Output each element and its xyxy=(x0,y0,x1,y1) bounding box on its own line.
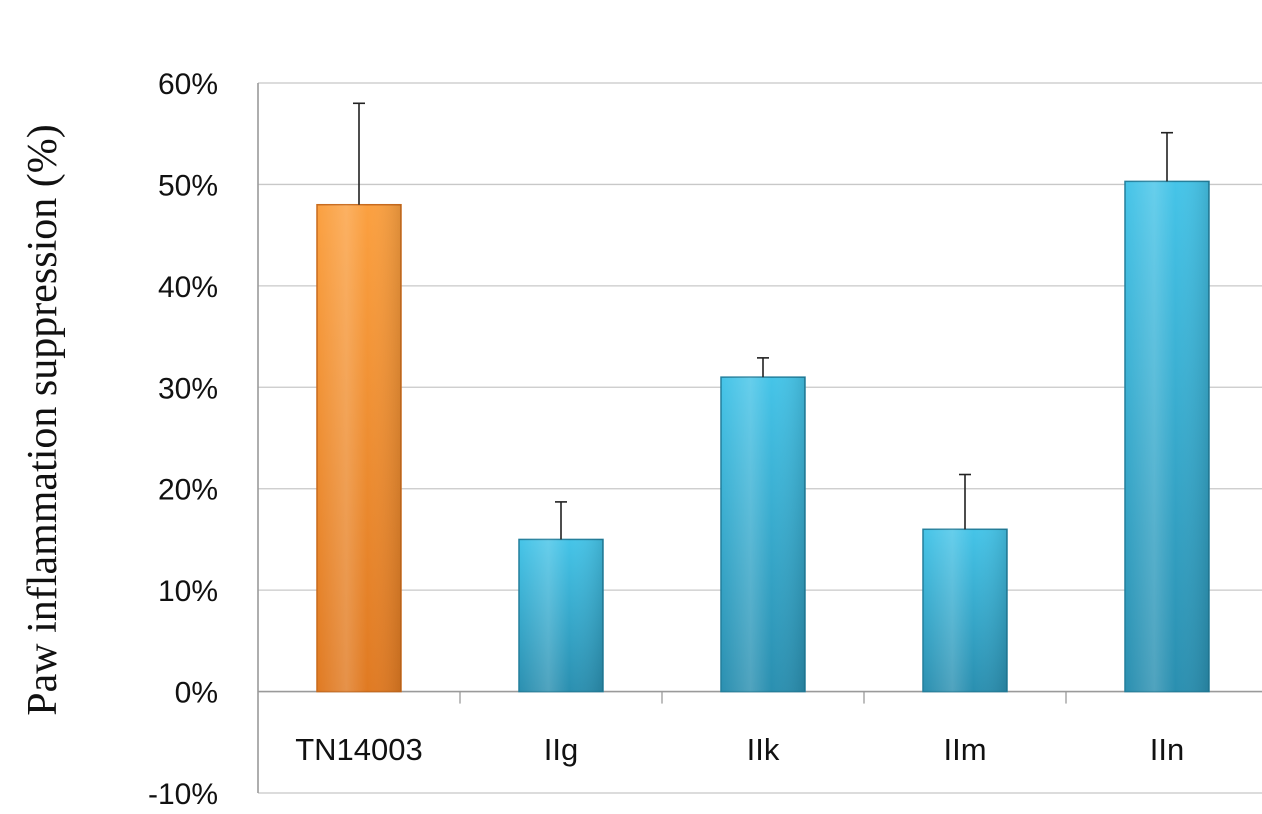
x-tick-label: IIg xyxy=(544,732,578,767)
x-tick-label: TN14003 xyxy=(295,732,423,767)
y-tick-label: 30% xyxy=(158,372,218,405)
bar-highlight xyxy=(721,377,805,692)
x-tick-label: IIn xyxy=(1150,732,1184,767)
y-axis-label: Paw inflammation suppression (%) xyxy=(20,124,66,715)
y-tick-labels: -10% 0% 10% 20% 30% 40% 50% 60% xyxy=(148,68,218,811)
bar-highlight xyxy=(317,204,401,692)
bar-highlight xyxy=(923,529,1007,692)
x-tick-labels: TN14003 IIg IIk IIm IIn xyxy=(295,732,1184,767)
bar-highlight xyxy=(519,539,603,692)
y-tick-label: 20% xyxy=(158,474,218,507)
y-tick-label: 0% xyxy=(175,677,218,710)
y-tick-label: 10% xyxy=(158,575,218,608)
y-tick-label: 40% xyxy=(158,271,218,304)
x-tick-label: IIk xyxy=(747,732,780,767)
error-bars xyxy=(353,102,1173,540)
bars xyxy=(316,180,1210,693)
x-tick-label: IIm xyxy=(943,732,986,767)
y-tick-label: 60% xyxy=(158,68,218,101)
y-tick-label: -10% xyxy=(148,778,218,811)
bar-highlight xyxy=(1125,181,1209,692)
y-tick-label: 50% xyxy=(158,169,218,202)
